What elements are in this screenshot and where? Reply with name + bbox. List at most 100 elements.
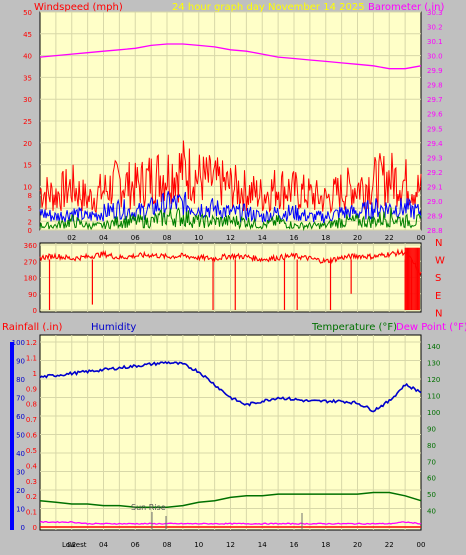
wind-direction-line	[39, 248, 422, 277]
barometer-tick-label: 28.8	[427, 227, 443, 235]
time-tick-label: 20	[353, 541, 362, 549]
compass-label: N	[435, 308, 442, 319]
time-tick-label: 16	[290, 234, 299, 242]
barometer-tick-label: 28.9	[427, 212, 443, 220]
direction-tick-label: 360	[24, 242, 37, 250]
time-tick-label: 14	[258, 234, 267, 242]
temperature-tick-label: 100	[427, 409, 440, 417]
barometer-line	[39, 43, 422, 70]
time-tick-label: 04	[99, 234, 108, 242]
temperature-tick-label: 140	[427, 343, 440, 351]
barometer-tick-label: 29.6	[427, 111, 443, 119]
barometer-tick-label: 29.1	[427, 183, 443, 191]
windspeed-series	[39, 140, 422, 232]
humidity-label: Humidity	[91, 322, 136, 333]
windspeed-tick-label: 50	[23, 9, 32, 17]
windspeed-label: Windspeed (mph)	[34, 2, 123, 13]
temperature-tick-label: 70	[427, 458, 436, 466]
time-tick-label: 12	[226, 541, 235, 549]
rainfall-tick-label: 0.7	[26, 416, 37, 424]
wind-time-axis: 02 04 06 08 10 12 14 16 18 20 22 00	[67, 234, 425, 242]
barometer-tick-label: 30.0	[427, 53, 443, 61]
time-tick-label: 20	[353, 234, 362, 242]
windspeed-tick-label: 0	[28, 227, 32, 235]
windspeed-tick-label: 20	[23, 140, 32, 148]
humidity-line	[39, 361, 422, 413]
humidity-tick-label: 20	[16, 487, 25, 495]
temperature-tick-label: 60	[427, 475, 436, 483]
rainfall-tick-label: 0.1	[26, 509, 37, 517]
direction-panel-grid	[40, 243, 421, 312]
barometer-tick-label: 30.1	[427, 38, 443, 46]
direction-tick-label: 0	[33, 307, 37, 315]
rainfall-label: Rainfall (.in)	[2, 322, 63, 333]
barometer-axis: 28.8 28.9 29.0 29.1 29.2 29.3 29.4 29.5 29.6 29.7…	[427, 9, 443, 235]
barometer-tick-label: 29.8	[427, 82, 443, 90]
humidity-tick-label: 80	[16, 376, 25, 384]
rainfall-axis: 0 0.1 0.2 0.3 0.4 0.5 0.6 0.7 0.8 0.9 1 1.1 1.2	[26, 339, 38, 532]
windspeed-tick-label: 25	[23, 118, 32, 126]
time-tick-label: 00	[417, 541, 426, 549]
humidity-scale-bar	[10, 342, 14, 530]
time-tick-label: 22	[385, 541, 394, 549]
time-tick-label: 00	[417, 234, 426, 242]
time-tick-label: 06	[131, 541, 140, 549]
barometer-tick-label: 29.3	[427, 154, 443, 162]
dewpoint-label: Dew Point (°F)	[396, 322, 466, 333]
humidity-tick-label: 60	[16, 413, 25, 421]
time-tick-label: 10	[194, 234, 203, 242]
barometer-tick-label: 29.4	[427, 140, 443, 148]
compass-label: E	[435, 291, 441, 302]
windspeed-tick-label: 45	[23, 31, 32, 39]
lowest-label: Lowest	[62, 541, 87, 549]
rainfall-tick-label: 0	[33, 524, 37, 532]
temperature-label: Temperature (°F)	[311, 322, 397, 333]
direction-tick-label: 90	[28, 291, 37, 299]
windspeed-tick-label: 40	[23, 53, 32, 61]
barometer-tick-label: 30.3	[427, 9, 443, 17]
direction-tick-label: 270	[24, 258, 37, 266]
rainfall-tick-label: 0.6	[26, 432, 38, 440]
rainfall-tick-label: 0.3	[26, 478, 37, 486]
barometer-label: Barometer (.in)	[368, 2, 444, 13]
time-tick-label: 06	[131, 234, 140, 242]
temperature-tick-label: 130	[427, 360, 440, 368]
time-tick-label: 02	[67, 234, 76, 242]
rainfall-tick-label: 1.1	[26, 354, 37, 362]
barometer-tick-label: 29.5	[427, 125, 443, 133]
barometer-tick-label: 29.0	[427, 198, 443, 206]
barometer-tick-label: 29.2	[427, 169, 443, 177]
graph-title: 24 hour graph day November 14 2025	[172, 2, 365, 13]
barometer-tick-label: 29.7	[427, 96, 443, 104]
windspeed-tick-label: 5	[28, 205, 32, 213]
compass-label: W	[435, 256, 445, 267]
time-tick-label: 04	[99, 541, 108, 549]
humidity-tick-label: 30	[16, 469, 25, 477]
wind-gust-line	[39, 140, 422, 214]
time-tick-label: 08	[163, 234, 172, 242]
temperature-tick-label: 40	[427, 508, 436, 516]
windspeed-tick-label: 10	[23, 183, 32, 191]
compass-label: N	[435, 238, 442, 249]
humidity-tick-label: 90	[16, 358, 25, 366]
humidity-tick-label: 0	[21, 524, 25, 532]
windspeed-tick-label: 8	[28, 192, 32, 200]
humidity-tick-label: 40	[16, 450, 25, 458]
time-tick-label: 10	[194, 541, 203, 549]
wind-panel-grid	[40, 11, 421, 231]
sunrise-label: Sun Rise	[131, 503, 166, 512]
windspeed-tick-label: 15	[23, 162, 32, 170]
time-tick-label: 18	[321, 234, 330, 242]
dewpoint-line	[39, 520, 422, 525]
time-tick-label: 14	[258, 541, 267, 549]
humidity-tick-label: 70	[16, 395, 25, 403]
barometer-tick-label: 30.2	[427, 24, 443, 32]
windspeed-tick-label: 2	[28, 218, 32, 226]
wind-direction-series	[39, 247, 422, 310]
time-tick-label: 08	[163, 541, 172, 549]
compass-label: S	[435, 273, 441, 284]
rainfall-tick-label: 0.8	[26, 401, 37, 409]
